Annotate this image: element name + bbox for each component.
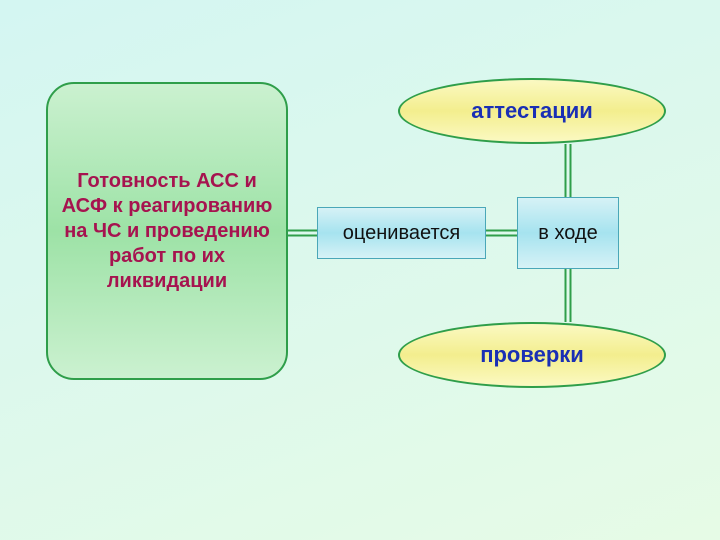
node-during-label: в ходе xyxy=(538,221,597,246)
node-evaluated: оценивается xyxy=(317,207,486,259)
node-during: в ходе xyxy=(517,197,619,269)
node-main-readiness: Готовность АСС и АСФ к реагированию на Ч… xyxy=(46,82,288,380)
node-attestation-label: аттестации xyxy=(471,97,593,125)
node-main-label: Готовность АСС и АСФ к реагированию на Ч… xyxy=(58,169,276,294)
node-check-label: проверки xyxy=(480,341,584,369)
node-attestation: аттестации xyxy=(398,78,666,144)
diagram-stage: Готовность АСС и АСФ к реагированию на Ч… xyxy=(0,0,720,540)
node-evaluated-label: оценивается xyxy=(343,221,460,246)
node-check: проверки xyxy=(398,322,666,388)
